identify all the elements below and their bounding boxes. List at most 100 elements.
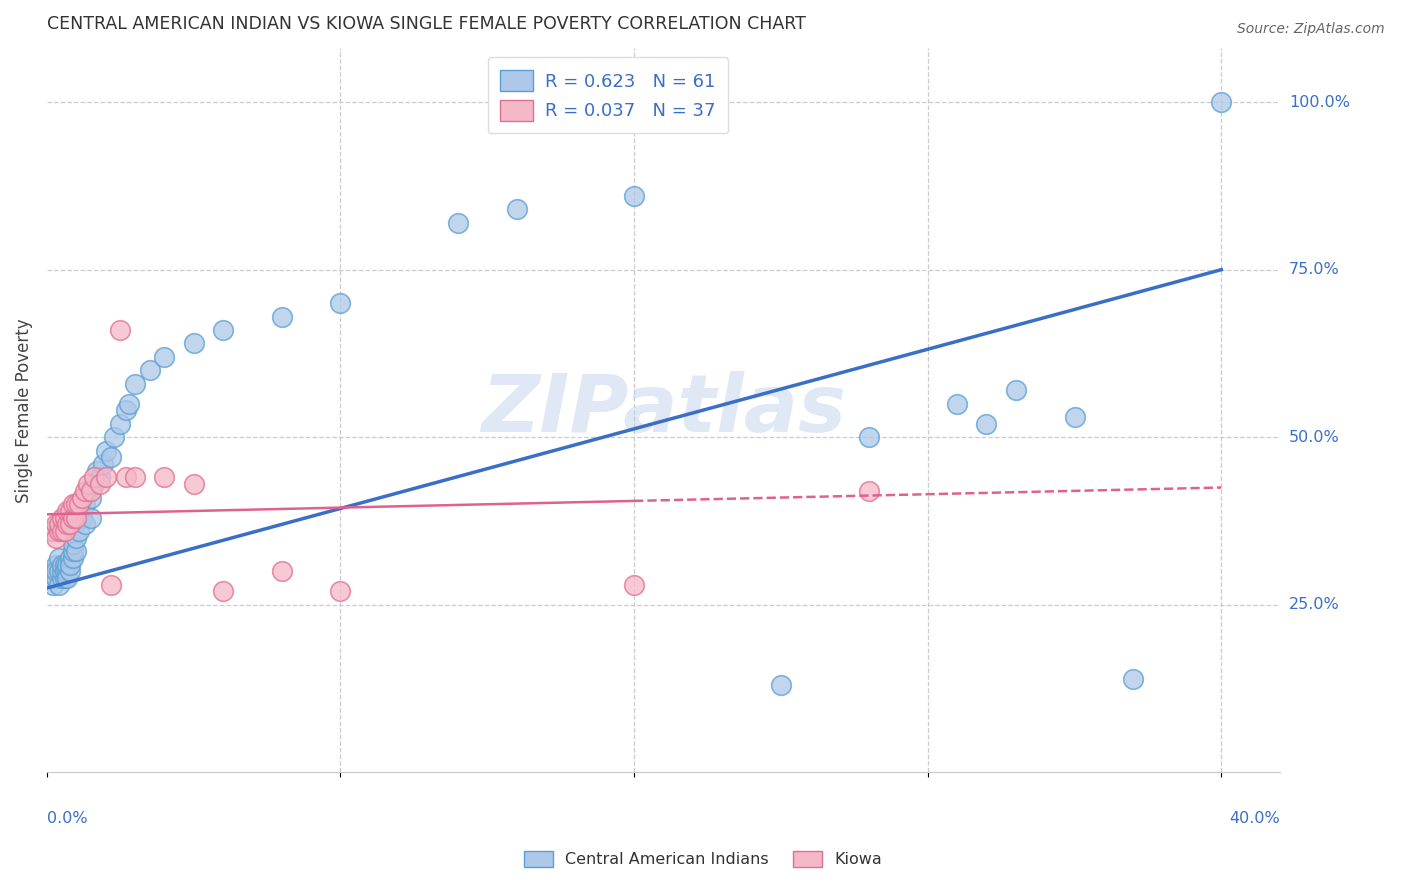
Point (51, 564, 73, 578)
Point (48, 517, 70, 532)
Legend: R = 0.623   N = 61, R = 0.037   N = 37: R = 0.623 N = 61, R = 0.037 N = 37 (488, 57, 728, 134)
Point (623, 578, 645, 592)
Point (73, 517, 96, 532)
Point (110, 417, 132, 431)
Point (59, 564, 82, 578)
Point (83, 477, 105, 491)
Point (86, 464, 108, 478)
Point (51, 510, 73, 524)
Point (53, 558, 76, 572)
Point (94, 470, 117, 484)
Point (51, 571, 73, 585)
Point (505, 202, 527, 217)
Point (124, 376, 146, 391)
Point (67, 524, 90, 538)
Point (53, 571, 76, 585)
Point (976, 417, 998, 431)
Text: ZIPatlas: ZIPatlas (481, 371, 846, 450)
Point (48, 564, 70, 578)
Point (73, 497, 96, 511)
Point (769, 678, 792, 692)
Point (53, 524, 76, 538)
Point (59, 550, 82, 565)
Point (59, 504, 82, 518)
Point (329, 584, 352, 599)
Point (51, 558, 73, 572)
Point (89, 477, 111, 491)
Text: 0.0%: 0.0% (46, 811, 87, 826)
Point (45, 531, 67, 545)
Point (48, 550, 70, 565)
Point (42, 578, 65, 592)
Point (56, 517, 79, 532)
Y-axis label: Single Female Poverty: Single Female Poverty (15, 318, 32, 503)
Point (212, 584, 235, 599)
Point (59, 558, 82, 572)
Point (270, 564, 292, 578)
Point (53, 564, 76, 578)
Point (183, 336, 205, 351)
Point (62, 510, 84, 524)
Point (59, 517, 82, 532)
Point (62, 544, 84, 558)
Text: 40.0%: 40.0% (1229, 811, 1279, 826)
Point (1211, 95, 1233, 109)
Point (48, 524, 70, 538)
Point (56, 504, 79, 518)
Point (118, 397, 141, 411)
Point (153, 350, 176, 364)
Point (62, 550, 84, 565)
Point (447, 216, 470, 230)
Point (212, 323, 235, 337)
Point (153, 470, 176, 484)
Point (138, 363, 160, 377)
Point (65, 544, 87, 558)
Point (56, 571, 79, 585)
Point (94, 443, 117, 458)
Point (80, 483, 103, 498)
Point (38, 571, 60, 585)
Point (42, 524, 65, 538)
Point (858, 483, 880, 498)
Point (73, 483, 96, 498)
Point (56, 564, 79, 578)
Point (62, 537, 84, 551)
Point (115, 403, 138, 417)
Point (110, 323, 132, 337)
Point (65, 497, 87, 511)
Point (115, 470, 138, 484)
Point (946, 397, 969, 411)
Point (89, 470, 111, 484)
Point (270, 310, 292, 324)
Legend: Central American Indians, Kiowa: Central American Indians, Kiowa (516, 843, 890, 875)
Text: 25.0%: 25.0% (1289, 598, 1340, 612)
Point (83, 470, 105, 484)
Point (91, 457, 114, 471)
Point (56, 558, 79, 572)
Point (70, 491, 93, 505)
Point (124, 470, 146, 484)
Point (48, 578, 70, 592)
Point (183, 477, 205, 491)
Point (45, 564, 67, 578)
Point (1122, 672, 1144, 686)
Point (80, 491, 103, 505)
Point (77, 477, 100, 491)
Point (1063, 410, 1085, 425)
Text: 100.0%: 100.0% (1289, 95, 1350, 110)
Point (51, 524, 73, 538)
Point (65, 531, 87, 545)
Point (70, 510, 93, 524)
Point (65, 510, 87, 524)
Text: CENTRAL AMERICAN INDIAN VS KIOWA SINGLE FEMALE POVERTY CORRELATION CHART: CENTRAL AMERICAN INDIAN VS KIOWA SINGLE … (46, 15, 806, 33)
Point (42, 564, 65, 578)
Point (38, 524, 60, 538)
Text: Source: ZipAtlas.com: Source: ZipAtlas.com (1237, 22, 1385, 37)
Point (100, 578, 122, 592)
Point (45, 517, 67, 532)
Point (329, 296, 352, 310)
Point (1004, 384, 1026, 398)
Point (858, 430, 880, 444)
Point (53, 510, 76, 524)
Text: 50.0%: 50.0% (1289, 430, 1340, 445)
